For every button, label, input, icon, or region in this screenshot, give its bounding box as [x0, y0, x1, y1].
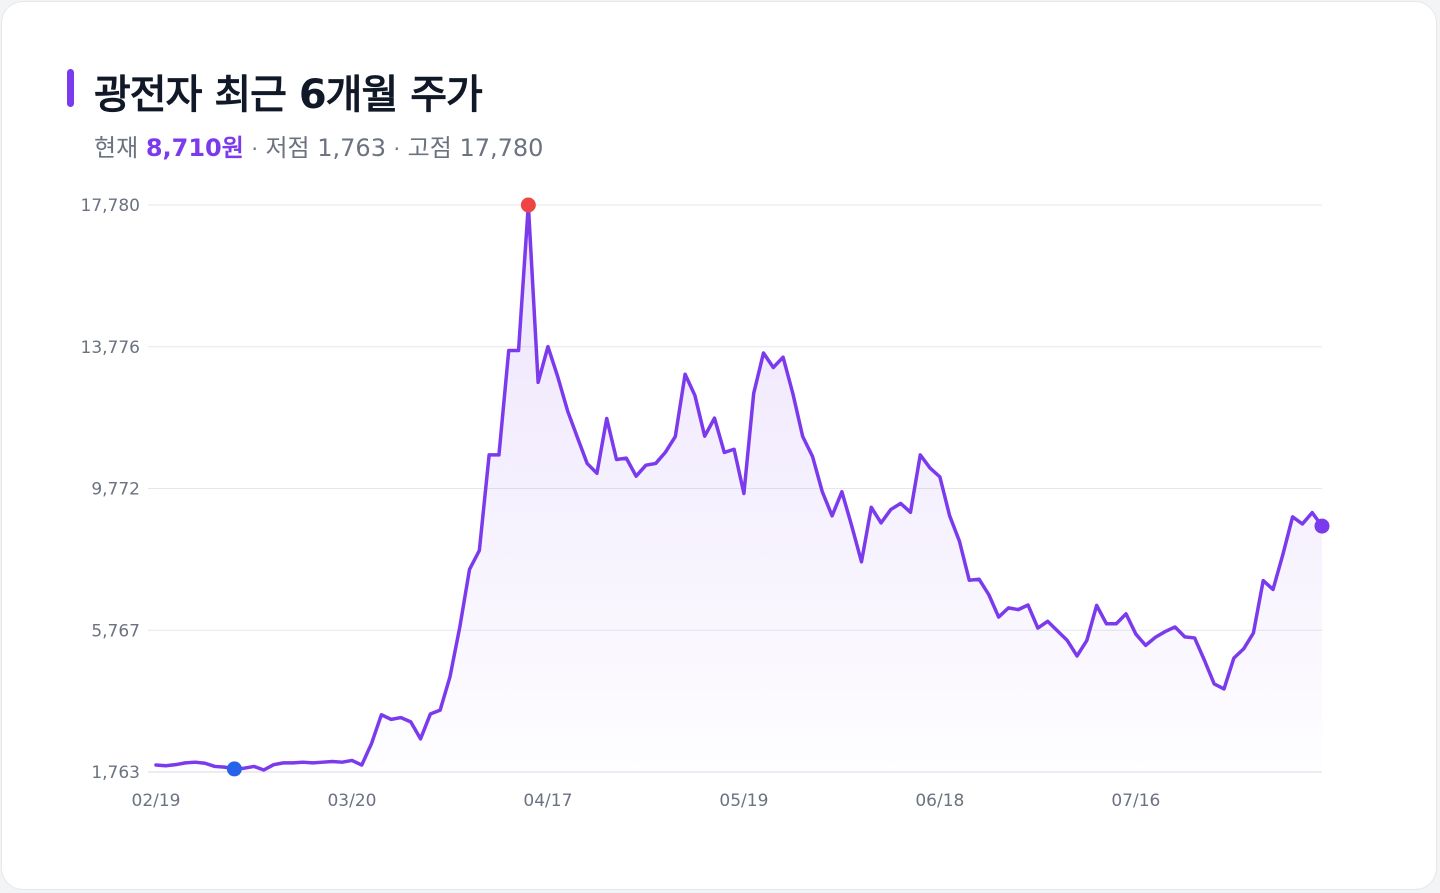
y-tick-label: 17,780	[81, 196, 140, 216]
current-point-marker	[1314, 518, 1330, 534]
price-line	[154, 203, 1324, 772]
low-point-marker	[226, 761, 242, 777]
x-tick-label: 06/18	[915, 791, 964, 811]
separator: ·	[393, 137, 400, 161]
x-tick-label: 07/16	[1111, 791, 1160, 811]
markers	[226, 197, 1330, 777]
chart-subtitle: 현재 8,710원 · 저점 1,763 · 고점 17,780	[94, 128, 543, 163]
price-area-fill	[156, 205, 1322, 772]
x-tick-label: 05/19	[719, 791, 768, 811]
x-tick-label: 04/17	[523, 791, 572, 811]
chart-title: 광전자 최근 6개월 주가	[94, 72, 483, 118]
low-label: 저점	[265, 134, 310, 162]
x-axis-labels: 02/19 03/20 04/17 05/19 06/18 07/16	[132, 791, 1161, 811]
y-tick-label: 1,763	[91, 763, 140, 783]
current-price: 8,710원	[145, 134, 244, 162]
y-tick-label: 5,767	[91, 621, 140, 641]
title-accent-bar	[67, 69, 74, 107]
y-tick-label: 13,776	[81, 338, 140, 358]
low-price: 1,763	[317, 134, 386, 162]
high-label: 고점	[407, 134, 452, 162]
high-price: 17,780	[459, 134, 544, 162]
x-tick-label: 02/19	[132, 791, 181, 811]
separator: ·	[251, 137, 258, 161]
y-axis-labels: 17,780 13,776 9,772 5,767 1,763	[81, 196, 140, 783]
y-tick-label: 9,772	[91, 480, 140, 500]
x-tick-label: 03/20	[327, 791, 376, 811]
current-label: 현재	[94, 134, 139, 162]
high-point-marker	[520, 197, 536, 213]
